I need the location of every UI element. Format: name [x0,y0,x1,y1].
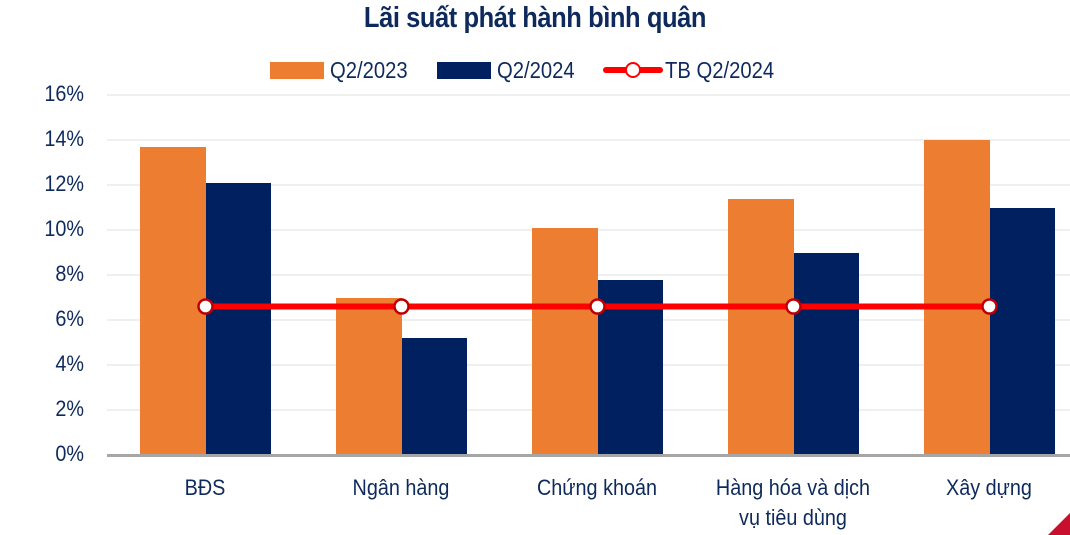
bar-q2-2024 [793,252,859,455]
legend-item-q2-2024: Q2/2024 [437,57,585,83]
legend-label: Q2/2024 [497,56,575,83]
legend-label: Q2/2023 [330,56,408,83]
legend-label: TB Q2/2024 [665,56,775,83]
y-tick-label: 6% [55,306,84,331]
legend-item-tb-q2-2024: TB Q2/2024 [603,57,789,83]
bar-q2-2023 [532,227,598,455]
line-marker [589,298,606,315]
bar-q2-2024 [401,338,467,455]
gridline [107,184,1070,186]
line-marker [393,298,410,315]
x-axis-label: Xây dựng [946,475,1032,500]
bar-q2-2023 [140,146,206,455]
brand-corner-triangle-icon [1048,513,1070,535]
y-tick-label: 14% [44,126,84,151]
line-marker [981,298,998,315]
line-marker [785,298,802,315]
x-axis-label: Hàng hóa và dịch vụ tiêu dùng [715,475,871,530]
gridline [107,94,1070,96]
bar-q2-2024 [989,207,1055,455]
bar-q2-2024 [205,182,271,455]
y-tick-label: 12% [44,171,84,196]
x-axis-label: BĐS [184,475,226,500]
y-tick-label: 10% [44,216,84,241]
line-marker-icon [603,57,663,83]
x-axis-line [107,454,1070,457]
y-tick-label: 16% [44,81,84,106]
legend-swatch-q2-2023 [270,61,324,79]
chart-legend: Q2/2023 Q2/2024 TB Q2/2024 [0,57,1070,83]
bar-q2-2023 [336,297,402,455]
y-tick-label: 2% [55,396,84,421]
chart-title: Lãi suất phát hành bình quân [363,2,707,34]
gridline [107,139,1070,141]
y-tick-label: 4% [55,351,84,376]
bar-q2-2023 [728,198,794,455]
legend-swatch-q2-2024 [437,61,491,79]
x-axis-label: Chứng khoán [536,475,658,500]
y-tick-label: 8% [55,261,84,286]
legend-item-q2-2023: Q2/2023 [270,57,418,83]
y-tick-label: 0% [55,441,84,466]
bar-q2-2023 [924,140,990,455]
x-axis-label: Ngân hàng [352,475,450,500]
line-marker [197,298,214,315]
